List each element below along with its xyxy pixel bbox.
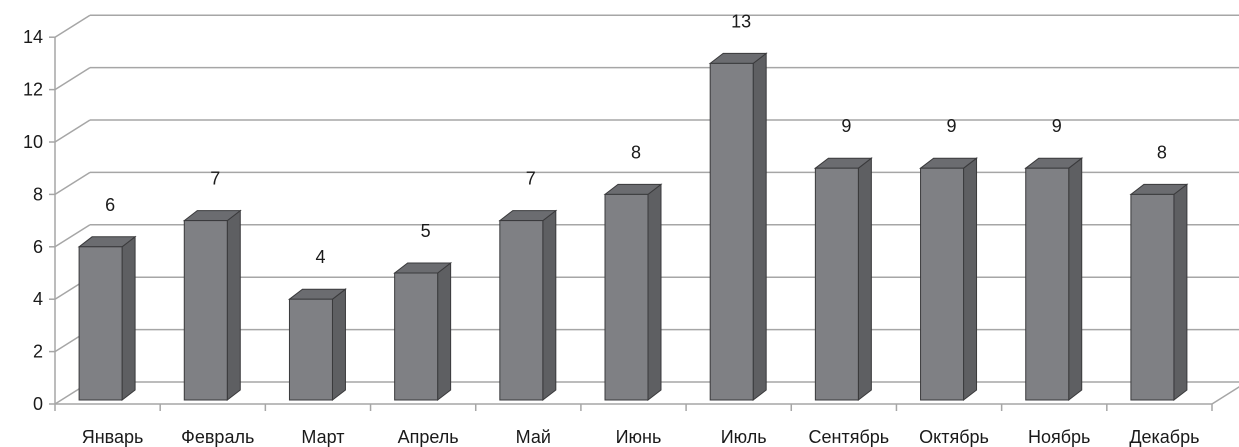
category-label: Ноябрь	[1028, 427, 1090, 447]
bar	[919, 157, 979, 402]
y-tick-label: 4	[33, 289, 43, 309]
data-label: 7	[526, 169, 536, 189]
data-label: 9	[947, 116, 957, 136]
data-label: 5	[421, 221, 431, 241]
data-label: 4	[315, 247, 325, 267]
category-label: Октябрь	[919, 427, 989, 447]
category-label: Март	[301, 427, 344, 447]
category-label: Декабрь	[1129, 427, 1199, 447]
y-tick-label: 10	[23, 132, 43, 152]
gridline-side	[54, 66, 91, 91]
bar	[182, 209, 242, 402]
gridline-side	[54, 171, 91, 196]
category-label: Июль	[721, 427, 767, 447]
bar	[77, 235, 137, 402]
bar-front	[394, 272, 439, 401]
bar-front	[709, 62, 754, 401]
bar-side	[226, 209, 241, 402]
category-label: Июнь	[616, 427, 662, 447]
bar-side	[647, 183, 662, 402]
y-tick-label: 0	[33, 394, 43, 414]
data-label: 6	[105, 195, 115, 215]
data-label: 8	[631, 142, 641, 162]
bar-side	[752, 52, 767, 402]
bar-side	[121, 235, 136, 402]
bar-front	[183, 220, 228, 401]
y-tick-label: 6	[33, 237, 43, 257]
y-tick-label: 8	[33, 184, 43, 204]
bar	[1129, 183, 1189, 402]
bar-side	[542, 209, 557, 402]
bar	[498, 209, 558, 402]
bar-front	[1130, 193, 1175, 401]
labels-layer: 6 Январь 7 Февраль 4 Март 5 Апрель 7 Май 8 Июнь 13 Ию…	[82, 11, 1200, 447]
bar-front	[499, 220, 544, 401]
bar-front	[1025, 167, 1070, 401]
y-tick-label: 14	[23, 27, 43, 47]
bar-side	[1068, 157, 1083, 402]
gridline-side	[54, 14, 91, 38]
gridline-side	[54, 224, 91, 248]
bar	[813, 157, 873, 402]
data-label: 9	[1052, 116, 1062, 136]
category-label: Январь	[82, 427, 144, 447]
bar	[287, 288, 347, 402]
axis-layer: 0 2 4 6 8 10 12 14	[23, 27, 1239, 414]
bar-front	[288, 298, 333, 401]
y-tick-label: 2	[33, 342, 43, 362]
gridline-side	[54, 119, 91, 143]
bar-front	[920, 167, 965, 401]
floor-right-edge	[1211, 386, 1239, 405]
data-label: 7	[210, 169, 220, 189]
data-label: 13	[731, 11, 751, 31]
bar-front	[604, 193, 649, 401]
category-label: Апрель	[398, 427, 459, 447]
bars-layer	[77, 52, 1189, 402]
bar-side	[437, 261, 452, 402]
y-tick-label: 12	[23, 80, 43, 100]
bar-side	[1173, 183, 1188, 402]
data-label: 8	[1157, 142, 1167, 162]
bar-front	[78, 246, 123, 401]
bar-side	[331, 288, 346, 402]
bar-side	[963, 157, 978, 402]
category-label: Февраль	[181, 427, 254, 447]
bar	[603, 183, 663, 402]
bar-side	[857, 157, 872, 402]
bar	[708, 52, 768, 402]
bar	[1024, 157, 1084, 402]
data-label: 9	[841, 116, 851, 136]
bar-front	[814, 167, 859, 401]
category-label: Сентябрь	[809, 427, 890, 447]
bar	[393, 261, 453, 402]
category-label: Май	[516, 427, 551, 447]
